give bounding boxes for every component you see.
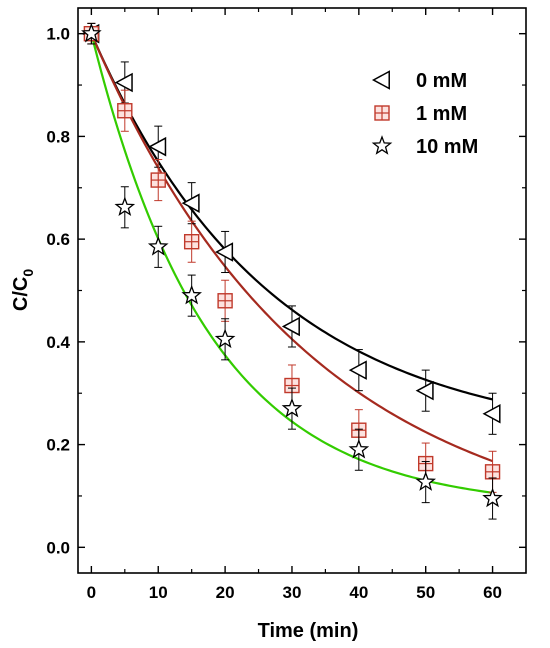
legend-label: 0 mM: [416, 70, 467, 92]
x-tick-label: 0: [87, 583, 96, 602]
y-tick-label: 0.8: [46, 127, 70, 146]
series-2: [83, 22, 501, 493]
legend-item-2: 1 mM: [374, 103, 467, 125]
data-point: [348, 360, 367, 380]
y-axis-label-subscript: 0: [20, 269, 36, 277]
legend-item-3: 10 mM: [371, 135, 478, 158]
axes: 0 10 20 30 40 50 60 0.0 0.2 0.4 0.6 0.8 1.0: [46, 7, 527, 602]
y-tick-label: 0.4: [46, 333, 70, 352]
data-point: [81, 22, 102, 43]
x-tick-label: 60: [483, 583, 502, 602]
legend: 0 mM 1 mM 10 mM: [371, 70, 478, 158]
data-point: [214, 328, 236, 349]
data-point: [482, 487, 503, 508]
data-point: [183, 234, 200, 250]
data-point: [117, 103, 133, 119]
legend-marker: [374, 105, 390, 121]
data-point: [147, 235, 169, 256]
data-point: [284, 377, 300, 394]
legend-label: 1 mM: [416, 103, 467, 125]
data-point: [181, 193, 200, 213]
data-point: [114, 72, 133, 93]
legend-item-1: 0 mM: [371, 70, 467, 92]
legend-marker: [371, 70, 390, 90]
data-point: [114, 196, 136, 217]
data-point: [482, 404, 501, 424]
data-point: [150, 172, 166, 188]
plot-area: [81, 22, 503, 520]
legend-label: 10 mM: [416, 136, 478, 158]
x-tick-label: 10: [149, 583, 168, 602]
data-point: [181, 284, 202, 305]
data-point: [281, 397, 303, 418]
y-tick-label: 0.0: [46, 538, 70, 557]
y-tick-label: 0.6: [46, 230, 70, 249]
data-point: [215, 242, 234, 262]
data-point: [148, 136, 167, 157]
data-point: [415, 380, 434, 401]
y-tick-label: 0.2: [46, 436, 70, 455]
x-axis-label: Time (min): [258, 620, 359, 642]
data-point: [348, 438, 370, 459]
y-axis-label: C/C0: [10, 269, 36, 311]
x-tick-label: 20: [216, 583, 235, 602]
x-tick-label: 40: [349, 583, 368, 602]
y-axis-label-main: C/C: [10, 277, 32, 311]
x-tick-label: 50: [416, 583, 435, 602]
data-point: [217, 293, 233, 309]
data-point: [484, 464, 501, 480]
series-3: [81, 22, 503, 520]
data-point: [281, 316, 300, 337]
data-point: [415, 471, 437, 491]
legend-marker: [371, 135, 393, 155]
x-tick-label: 30: [283, 583, 302, 602]
y-tick-label: 1.0: [46, 25, 70, 44]
